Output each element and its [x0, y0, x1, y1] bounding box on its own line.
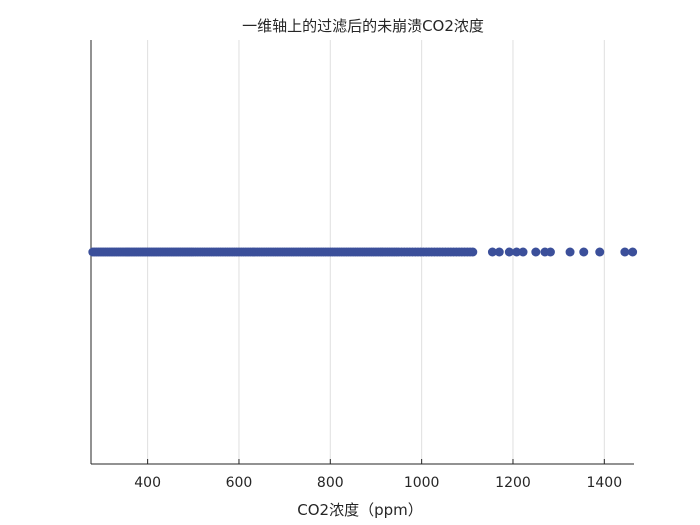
data-point [628, 247, 638, 257]
data-point [565, 247, 575, 257]
data-point [494, 247, 504, 257]
data-points [88, 247, 638, 257]
data-point [518, 247, 528, 257]
data-point [579, 247, 589, 257]
data-point [595, 247, 605, 257]
x-tick-label: 1000 [404, 475, 440, 491]
x-tick-label: 600 [226, 475, 253, 491]
data-point [620, 247, 630, 257]
x-tick-label: 1400 [586, 475, 622, 491]
data-point [504, 247, 514, 257]
data-point [531, 247, 541, 257]
data-point [487, 247, 497, 257]
x-axis-label: CO2浓度（ppm） [297, 501, 422, 519]
chart-title: 一维轴上的过滤后的未崩溃CO2浓度 [242, 17, 484, 35]
x-ticks: 400 600 800 1000 1200 1400 [134, 459, 622, 491]
x-tick-label: 800 [317, 475, 344, 491]
x-tick-label: 400 [134, 475, 161, 491]
x-tick-label: 1200 [495, 475, 531, 491]
data-point [468, 247, 478, 257]
data-point [512, 247, 522, 257]
data-point [545, 247, 555, 257]
